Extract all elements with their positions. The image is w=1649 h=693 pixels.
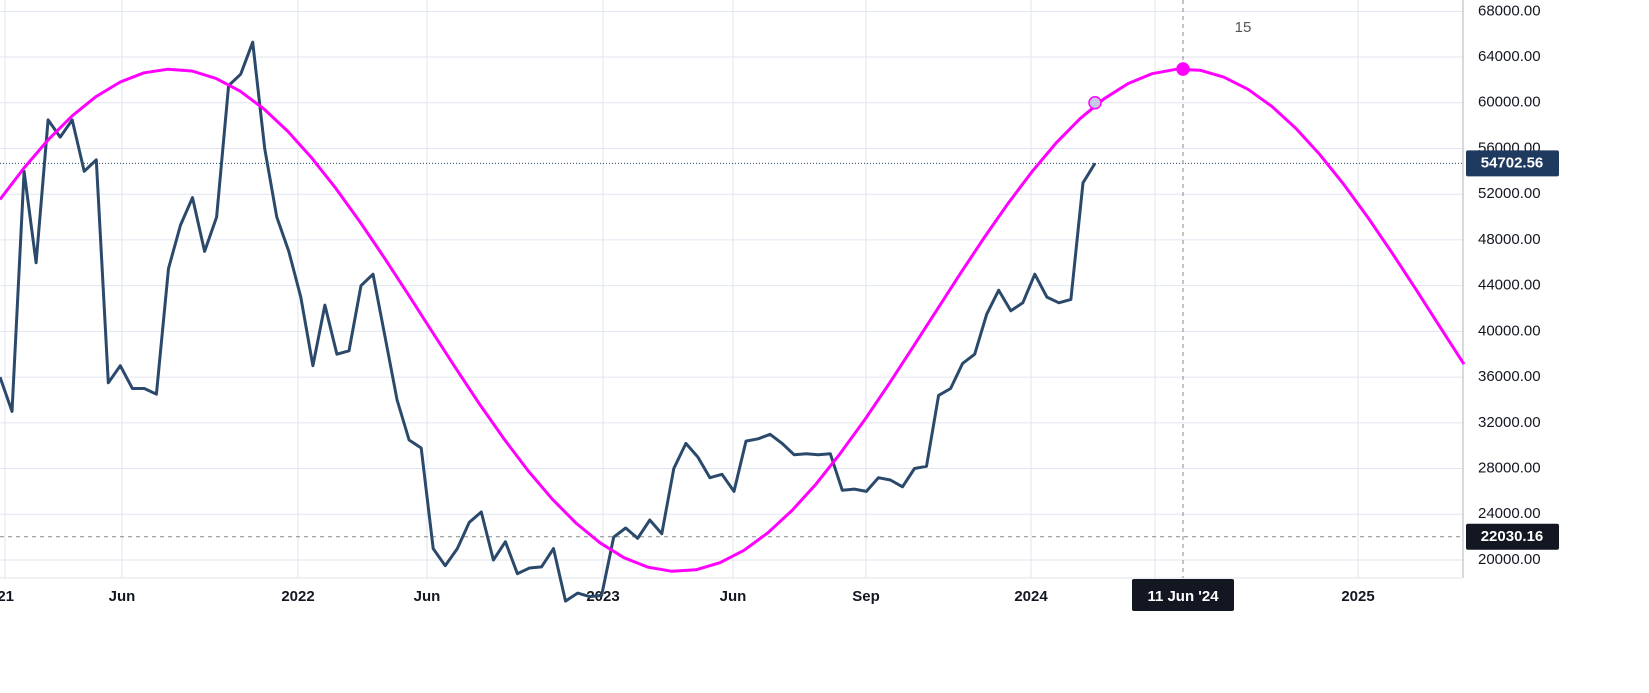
y-tick-label: 48000.00 — [1478, 231, 1541, 248]
x-tick-label: 2024 — [1014, 588, 1048, 605]
crosshair-box — [1132, 579, 1234, 611]
y-tick-label: 40000.00 — [1478, 322, 1541, 339]
y-tick-label: 28000.00 — [1478, 460, 1541, 477]
y-tick-label: 36000.00 — [1478, 368, 1541, 385]
x-tick-label: 2025 — [1341, 588, 1374, 605]
price-box — [1466, 523, 1559, 550]
y-tick-label: 60000.00 — [1478, 94, 1541, 111]
x-tick-label: 21 — [0, 588, 14, 605]
y-tick-label: 32000.00 — [1478, 414, 1541, 431]
y-tick-label: 68000.00 — [1478, 2, 1541, 19]
series-line — [0, 67, 1466, 573]
marker — [1088, 96, 1102, 110]
x-tick-label: 2022 — [281, 588, 314, 605]
y-tick-label: 24000.00 — [1478, 505, 1541, 522]
last-price-label: 54702.56 — [1481, 154, 1544, 171]
x-tick-label: Sep — [852, 588, 880, 605]
x-tick-label: Jun — [720, 588, 747, 605]
y-tick-label: 20000.00 — [1478, 551, 1541, 568]
crosshair-label: 11 Jun '24 — [1147, 588, 1219, 605]
reference-price-label: 22030.16 — [1481, 528, 1544, 545]
y-tick-label: 64000.00 — [1478, 48, 1541, 65]
y-tick-label: 52000.00 — [1478, 185, 1541, 202]
series-line — [0, 40, 1097, 603]
x-tick-label: Jun — [414, 588, 441, 605]
x-tick-label: 2023 — [586, 588, 619, 605]
x-tick-label: Jun — [109, 588, 136, 605]
y-tick-label: 44000.00 — [1478, 277, 1541, 294]
annotation: 15 — [1235, 19, 1252, 36]
price-box — [1466, 150, 1559, 177]
marker — [1176, 62, 1190, 76]
